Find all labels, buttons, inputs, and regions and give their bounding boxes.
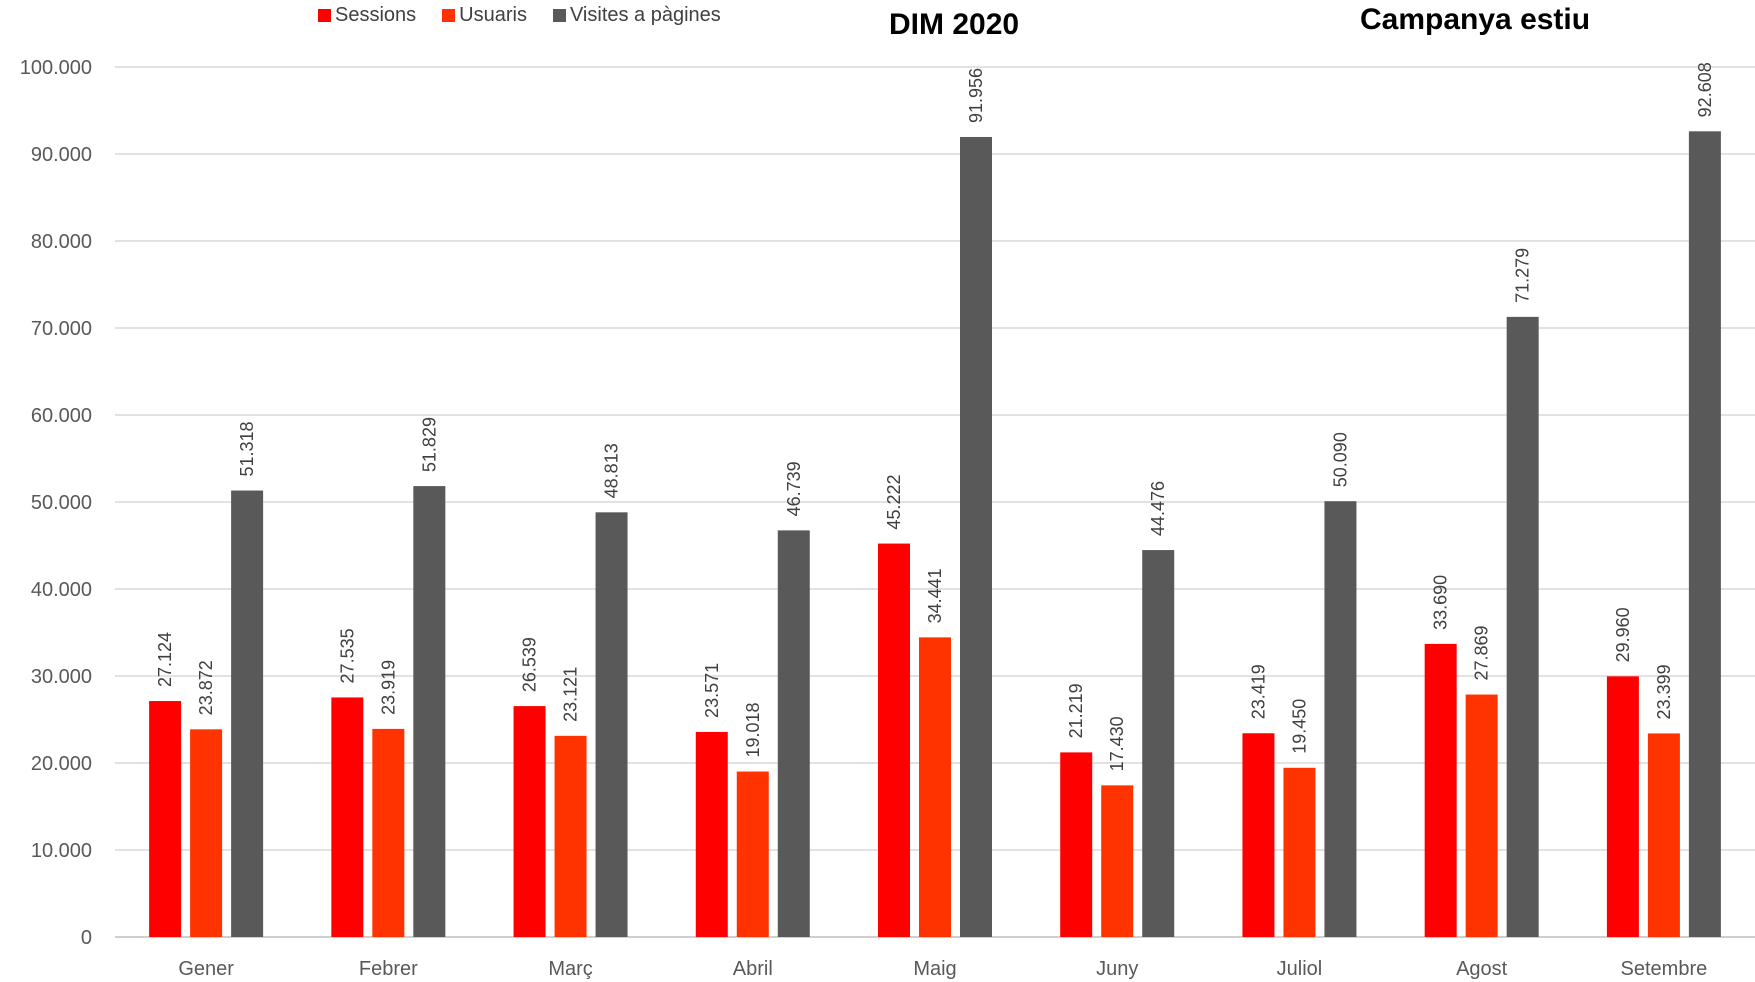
y-tick-label: 10.000 <box>31 840 92 862</box>
bar-agost-2 <box>1506 316 1539 938</box>
data-label: 91.956 <box>966 68 986 123</box>
legend-swatch-sessions <box>318 9 331 22</box>
legend-label-sessions: Sessions <box>335 4 417 26</box>
bar-gener-2 <box>231 490 264 937</box>
data-label: 50.090 <box>1330 432 1350 487</box>
x-tick-label: Abril <box>733 958 773 980</box>
data-label: 33.690 <box>1431 575 1451 630</box>
bars <box>149 131 1721 938</box>
annotation-dim-2020: DIM 2020 <box>889 8 1020 41</box>
bar-juny-1 <box>1101 785 1134 937</box>
data-label: 48.813 <box>602 443 622 498</box>
data-label: 71.279 <box>1513 248 1533 303</box>
bar-gener-0 <box>149 701 182 937</box>
data-label: 46.739 <box>784 461 804 516</box>
bar-juny-0 <box>1060 752 1093 937</box>
y-tick-label: 50.000 <box>31 492 92 514</box>
y-tick-label: 20.000 <box>31 753 92 775</box>
x-tick-label: Juliol <box>1277 958 1323 980</box>
x-tick-label: Gener <box>178 958 234 980</box>
x-tick-label: Febrer <box>359 958 418 980</box>
data-label: 92.608 <box>1695 62 1715 117</box>
legend-swatch-visites <box>552 9 566 22</box>
y-tick-label: 70.000 <box>31 318 92 340</box>
bar-agost-1 <box>1465 694 1498 937</box>
bar-març-1 <box>554 735 587 937</box>
bar-febrer-1 <box>372 728 405 937</box>
data-label: 19.018 <box>743 702 763 757</box>
legend: Sessions Usuaris Visites a pàgines <box>318 4 721 27</box>
bar-maig-0 <box>878 543 910 937</box>
data-label: 51.829 <box>419 417 439 472</box>
bar-setembre-2 <box>1688 131 1721 937</box>
bar-maig-1 <box>919 637 951 937</box>
data-label: 23.399 <box>1654 664 1674 719</box>
y-tick-label: 30.000 <box>31 666 92 688</box>
legend-item-visites: Visites a pàgines <box>552 4 721 27</box>
data-label: 29.960 <box>1613 607 1633 662</box>
legend-item-usuaris: Usuaris <box>442 4 527 27</box>
y-tick-label: 0 <box>81 927 92 949</box>
legend-label-usuaris: Usuaris <box>459 4 527 26</box>
bar-juny-2 <box>1142 550 1175 937</box>
bar-març-0 <box>513 706 546 937</box>
bar-juliol-1 <box>1283 767 1316 937</box>
legend-item-sessions: Sessions <box>318 4 416 27</box>
x-tick-label: Agost <box>1456 958 1508 980</box>
data-label: 23.872 <box>196 660 216 715</box>
data-label: 51.318 <box>237 421 257 476</box>
data-label: 34.441 <box>925 568 945 623</box>
data-label: 27.124 <box>155 632 175 687</box>
data-label: 23.121 <box>561 667 581 722</box>
bar-març-2 <box>595 512 628 937</box>
legend-swatch-usuaris <box>442 9 456 22</box>
data-label: 19.450 <box>1289 699 1309 754</box>
data-label: 23.419 <box>1248 664 1268 719</box>
data-label: 45.222 <box>884 475 904 530</box>
x-tick-label: Març <box>548 958 592 980</box>
y-tick-label: 80.000 <box>31 231 92 253</box>
data-label: 27.535 <box>337 628 357 683</box>
bar-setembre-0 <box>1606 676 1639 937</box>
x-axis: Gener Febrer Març Abril Maig Juny Juliol Agost S… <box>178 958 1707 980</box>
y-tick-label: 100.000 <box>20 57 92 79</box>
x-tick-label: Juny <box>1096 958 1138 980</box>
bar-juliol-2 <box>1324 501 1357 937</box>
bar-gener-1 <box>190 729 223 937</box>
y-tick-label: 90.000 <box>31 144 92 166</box>
bar-maig-2 <box>960 136 992 938</box>
legend-label-visites: Visites a pàgines <box>569 4 721 26</box>
bar-agost-0 <box>1424 643 1457 937</box>
data-label: 26.539 <box>520 637 540 692</box>
data-label: 44.476 <box>1148 481 1168 536</box>
data-label: 23.919 <box>378 660 398 715</box>
data-label: 27.869 <box>1472 625 1492 680</box>
y-tick-label: 60.000 <box>31 405 92 427</box>
x-tick-label: Maig <box>913 958 956 980</box>
bar-febrer-0 <box>331 697 364 937</box>
bar-setembre-1 <box>1647 733 1680 937</box>
data-label: 17.430 <box>1107 716 1127 771</box>
y-axis: 0 10.000 20.000 30.000 40.000 50.000 60.000 70.… <box>20 57 92 949</box>
data-labels: 27.124 23.872 51.318 27.535 23.919 51.829 26.5… <box>155 62 1715 771</box>
y-tick-label: 40.000 <box>31 579 92 601</box>
bar-juliol-0 <box>1242 733 1275 937</box>
bar-abril-2 <box>777 530 810 937</box>
annotation-campanya-estiu: Campanya estiu <box>1360 3 1591 36</box>
bar-abril-0 <box>695 731 728 937</box>
data-label: 23.571 <box>702 663 722 718</box>
bar-abril-1 <box>736 771 769 937</box>
x-tick-label: Setembre <box>1621 958 1708 980</box>
data-label: 21.219 <box>1066 683 1086 738</box>
bar-febrer-2 <box>413 486 446 937</box>
